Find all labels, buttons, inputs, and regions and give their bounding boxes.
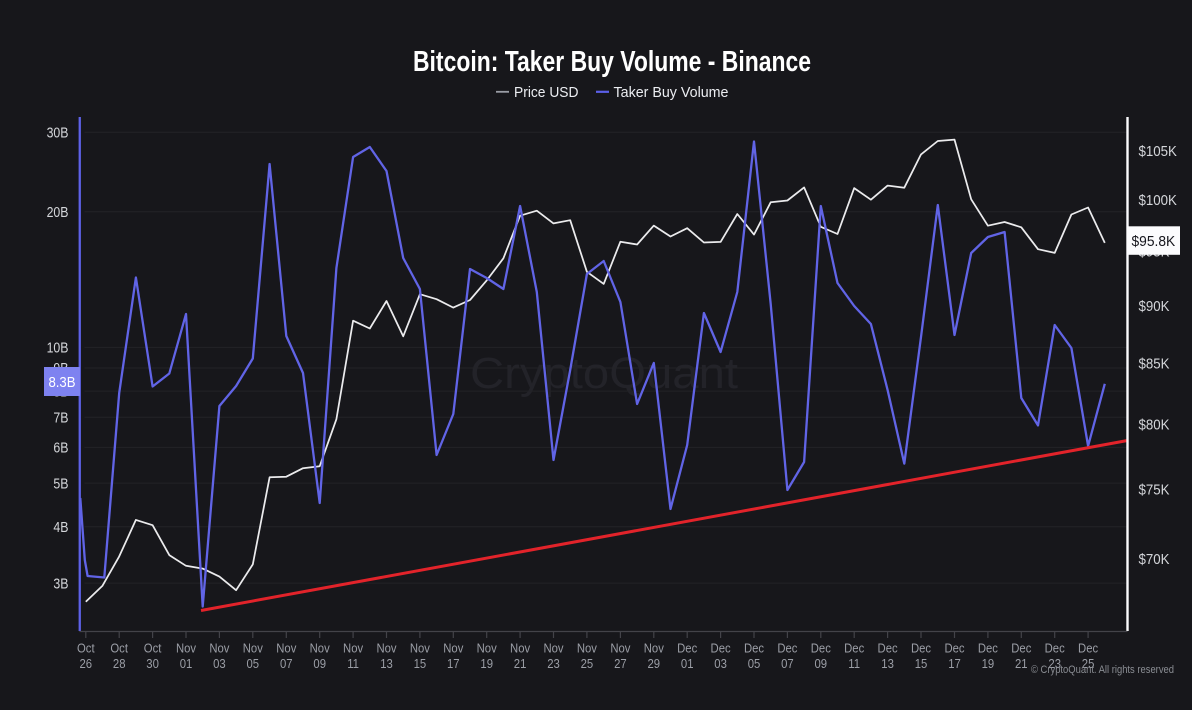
svg-text:Dec: Dec	[911, 641, 932, 656]
svg-text:20B: 20B	[47, 205, 69, 221]
svg-text:21: 21	[1015, 656, 1028, 671]
svg-text:Nov: Nov	[610, 641, 631, 656]
svg-text:05: 05	[748, 656, 761, 671]
svg-text:Dec: Dec	[777, 641, 798, 656]
svg-text:Nov: Nov	[510, 641, 531, 656]
svg-text:11: 11	[848, 656, 860, 671]
svg-text:Nov: Nov	[443, 641, 464, 656]
svg-text:Dec: Dec	[1045, 641, 1066, 656]
svg-text:03: 03	[714, 656, 727, 671]
svg-text:01: 01	[180, 656, 193, 671]
svg-text:Nov: Nov	[577, 641, 598, 656]
svg-text:Nov: Nov	[543, 641, 564, 656]
svg-text:29: 29	[648, 656, 661, 671]
svg-text:19: 19	[480, 656, 493, 671]
svg-text:Oct: Oct	[77, 641, 95, 656]
svg-text:Nov: Nov	[310, 641, 331, 656]
svg-text:28: 28	[113, 656, 126, 671]
svg-text:© CryptoQuant. All rights rese: © CryptoQuant. All rights reserved	[1031, 664, 1174, 676]
svg-text:5B: 5B	[53, 476, 68, 492]
svg-text:10B: 10B	[47, 341, 69, 357]
svg-text:07: 07	[781, 656, 794, 671]
svg-text:01: 01	[681, 656, 694, 671]
svg-text:6B: 6B	[53, 441, 68, 457]
svg-text:$70K: $70K	[1139, 551, 1170, 568]
svg-text:Nov: Nov	[243, 641, 264, 656]
svg-text:Nov: Nov	[644, 641, 665, 656]
svg-text:26: 26	[80, 656, 93, 671]
svg-text:$85K: $85K	[1139, 356, 1170, 373]
svg-text:7B: 7B	[53, 410, 68, 426]
svg-text:Nov: Nov	[376, 641, 397, 656]
svg-text:30B: 30B	[47, 126, 69, 142]
svg-text:09: 09	[313, 656, 326, 671]
svg-text:11: 11	[347, 656, 359, 671]
svg-text:$100K: $100K	[1139, 192, 1177, 209]
svg-text:Dec: Dec	[744, 641, 765, 656]
svg-text:$105K: $105K	[1139, 143, 1177, 160]
svg-text:$90K: $90K	[1139, 298, 1170, 315]
svg-text:Taker Buy Volume: Taker Buy Volume	[614, 84, 729, 101]
svg-text:Dec: Dec	[1078, 641, 1099, 656]
svg-text:25: 25	[1082, 656, 1095, 671]
svg-text:Oct: Oct	[110, 641, 128, 656]
svg-text:Bitcoin: Taker Buy Volume - Bi: Bitcoin: Taker Buy Volume - Binance	[413, 46, 811, 78]
svg-text:19: 19	[982, 656, 995, 671]
svg-text:$95.8K: $95.8K	[1132, 233, 1176, 250]
svg-text:07: 07	[280, 656, 293, 671]
svg-text:Dec: Dec	[811, 641, 832, 656]
svg-text:Nov: Nov	[276, 641, 297, 656]
svg-text:30: 30	[146, 656, 159, 671]
svg-text:23: 23	[547, 656, 560, 671]
svg-text:Nov: Nov	[477, 641, 498, 656]
svg-text:Dec: Dec	[944, 641, 965, 656]
svg-text:27: 27	[614, 656, 627, 671]
svg-text:21: 21	[514, 656, 527, 671]
svg-text:Dec: Dec	[1011, 641, 1032, 656]
svg-text:15: 15	[414, 656, 427, 671]
svg-text:23: 23	[1048, 656, 1061, 671]
svg-text:Nov: Nov	[209, 641, 230, 656]
svg-text:Nov: Nov	[343, 641, 364, 656]
svg-text:13: 13	[881, 656, 894, 671]
svg-text:4B: 4B	[53, 520, 68, 536]
svg-text:8.3B: 8.3B	[48, 374, 75, 391]
svg-text:Dec: Dec	[844, 641, 865, 656]
svg-text:Dec: Dec	[711, 641, 732, 656]
svg-text:Nov: Nov	[176, 641, 197, 656]
svg-text:Dec: Dec	[978, 641, 999, 656]
svg-text:13: 13	[380, 656, 393, 671]
svg-text:15: 15	[915, 656, 928, 671]
svg-text:05: 05	[247, 656, 260, 671]
svg-text:17: 17	[447, 656, 460, 671]
svg-text:Nov: Nov	[410, 641, 431, 656]
svg-text:Price USD: Price USD	[514, 84, 579, 101]
svg-text:$75K: $75K	[1139, 481, 1170, 498]
svg-text:25: 25	[581, 656, 594, 671]
svg-text:Dec: Dec	[677, 641, 698, 656]
svg-text:$80K: $80K	[1139, 417, 1170, 434]
svg-text:Dec: Dec	[878, 641, 899, 656]
svg-text:03: 03	[213, 656, 226, 671]
svg-text:Oct: Oct	[144, 641, 162, 656]
svg-text:09: 09	[815, 656, 828, 671]
svg-text:17: 17	[948, 656, 961, 671]
svg-text:3B: 3B	[53, 576, 68, 592]
